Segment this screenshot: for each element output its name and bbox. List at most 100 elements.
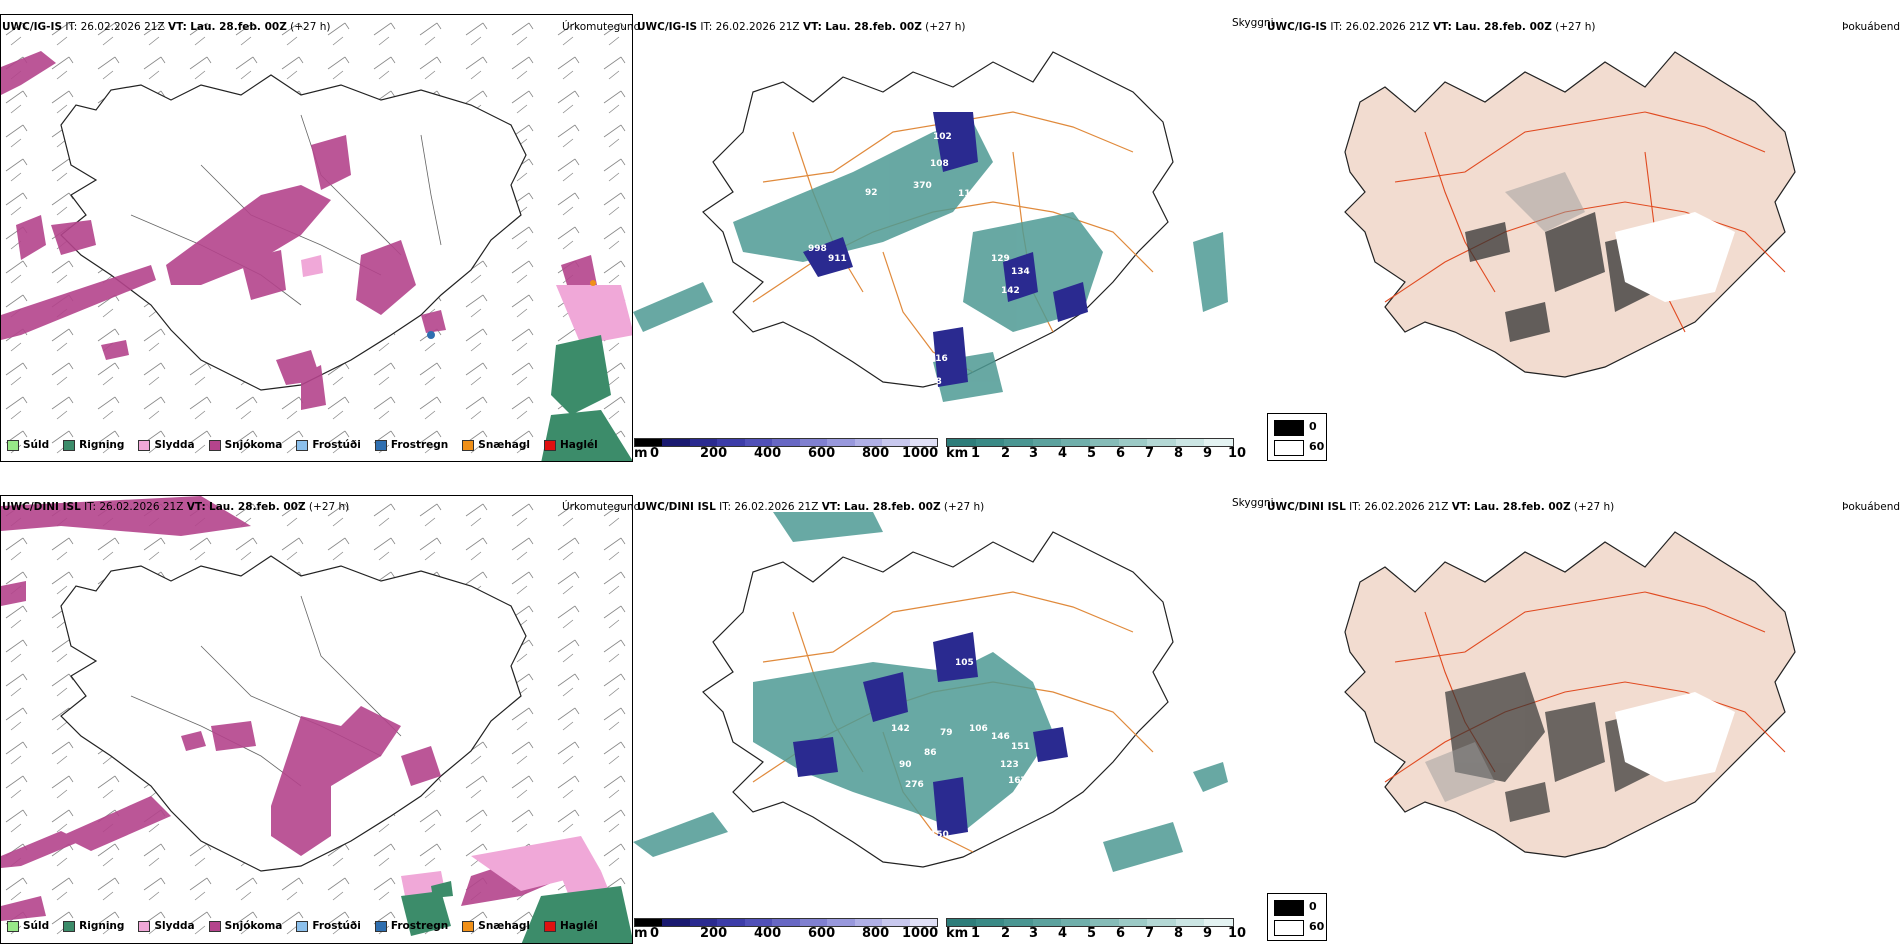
panel-header-row2-col3: UWC/DINI ISL IT: 26.02.2026 21Z VT: Lau.… <box>1267 501 1615 513</box>
vis-unit: km <box>946 446 969 461</box>
it-label: IT: <box>65 21 78 33</box>
visibility-colorbar-row2 <box>946 918 1234 927</box>
legend-item: Frostregn <box>374 439 448 451</box>
fog-map-canvas <box>1344 51 1796 378</box>
vis-label: 102 <box>933 132 952 142</box>
vis-label: 63 <box>933 872 946 882</box>
legend-label: Snjókoma <box>224 439 283 451</box>
vis-label: 911 <box>828 254 847 264</box>
vis-label: 123 <box>1000 760 1019 770</box>
legend-label: Rigning <box>79 920 125 932</box>
visibility-colorbar-row1 <box>946 438 1234 447</box>
vis-tick: 4 <box>1058 446 1068 461</box>
panel-title-fog-row2: Þokuábendi <box>1842 501 1900 513</box>
model-name: UWC/IG-IS <box>2 21 63 33</box>
vis-tick: 3 <box>1029 446 1039 461</box>
visibility-labels: 998 911 167 433 75 370 108 116 129 134 1… <box>633 32 1263 437</box>
legend-label: Haglél <box>559 439 598 451</box>
vis-label: 116 <box>929 354 948 364</box>
legend-item: Frostúði <box>296 920 361 932</box>
vis-label: 90 <box>908 842 921 852</box>
vis-label: 105 <box>955 658 974 668</box>
ceiling-tick: 400 <box>754 446 782 461</box>
legend-item: Rigning <box>63 439 124 451</box>
vis-label: 92 <box>865 188 878 198</box>
cloud-label: 0 <box>1309 420 1317 433</box>
vis-label: 167 <box>866 271 885 281</box>
vis-label: 102 <box>906 822 925 832</box>
vis-label: 75 <box>941 248 954 258</box>
legend-label: Snjókoma <box>224 920 283 932</box>
vis-tick: 5 <box>1087 446 1097 461</box>
panel-header-row2-col1: UWC/DINI ISL IT: 26.02.2026 21Z VT: Lau.… <box>2 501 350 513</box>
cloud-legend-row1: 0 60 <box>1267 413 1327 461</box>
vis-label: 142 <box>891 724 910 734</box>
vt-label: VT: <box>167 21 187 33</box>
legend-item: Snjókoma <box>208 920 283 932</box>
legend-item: Snjókoma <box>208 439 283 451</box>
vis-label: 998 <box>808 244 827 254</box>
cloud-swatch-60 <box>1274 440 1304 456</box>
legend-label: Frostúði <box>312 439 361 451</box>
vis-tick: 10 <box>1228 446 1247 461</box>
visibility-labels: 105 142 79 106 146 151 123 167 170 162 8… <box>633 512 1263 917</box>
vis-label: 116 <box>958 189 977 199</box>
panel-title-precip-row1: Úrkomutegund <box>562 21 641 33</box>
cloud-legend-row2: 0 60 <box>1267 893 1327 941</box>
legend-item: Súld <box>7 920 49 932</box>
vis-label: 146 <box>991 732 1010 742</box>
ceiling-scale-labels-row1: m 0 200 400 600 800 1000 <box>634 446 944 462</box>
precip-legend-row2: Súld Rigning Slydda Snjókoma Frostúði Fr… <box>7 920 612 932</box>
vis-label: 106 <box>969 724 988 734</box>
vis-label: 170 <box>1053 776 1072 786</box>
legend-label: Frostregn <box>390 920 449 932</box>
legend-item: Slydda <box>138 439 195 451</box>
vis-tick: 6 <box>1116 446 1126 461</box>
vis-tick: 1 <box>971 446 981 461</box>
vis-label: 151 <box>1061 334 1080 344</box>
panel-header-row1-col1: UWC/IG-IS IT: 26.02.2026 21Z VT: Lau. 28… <box>2 21 331 33</box>
legend-label: Snæhagl <box>478 439 530 451</box>
legend-item: Rigning <box>63 920 124 932</box>
ceiling-scale-labels-row2: m 0 200 400 600 800 1000 <box>634 926 939 941</box>
vis-label: 90 <box>899 760 912 770</box>
legend-label: Rigning <box>79 439 125 451</box>
vis-label: 150 <box>930 830 949 840</box>
panel-title-cloud-row1: Skyggni <box>1232 17 1274 29</box>
ceiling-tick: 600 <box>808 446 836 461</box>
precip-type-map-row2: Súld Rigning Slydda Snjókoma Frostúði Fr… <box>0 495 633 944</box>
iceland-outline <box>1344 531 1796 858</box>
panel-header-row2-col2: UWC/DINI ISL IT: 26.02.2026 21Z VT: Lau.… <box>637 501 985 513</box>
vis-label: 108 <box>905 343 924 353</box>
vis-label: 142 <box>1001 286 1020 296</box>
precip-legend-row1: Súld Rigning Slydda Snjókoma Frostúði Fr… <box>7 439 612 451</box>
cloud-swatch-0 <box>1274 420 1304 436</box>
vis-tick: 2 <box>1001 446 1011 461</box>
iceland-outline <box>60 555 527 872</box>
vis-label: 129 <box>991 254 1010 264</box>
legend-item: Súld <box>7 439 49 451</box>
lead-time: (+27 h) <box>290 21 331 33</box>
panel-title-fog-row1: Þokuábendi <box>1842 21 1900 33</box>
legend-item: Slydda <box>138 920 195 932</box>
vis-label: 151 <box>1011 742 1030 752</box>
legend-label: Slydda <box>154 920 195 932</box>
legend-item: Haglél <box>543 439 598 451</box>
vis-tick: 7 <box>1145 446 1155 461</box>
visibility-scale-labels-row1: km 1 2 3 4 5 6 7 8 9 10 <box>946 446 1246 462</box>
legend-item: Frostregn <box>374 920 449 932</box>
vis-label: 167 <box>1008 776 1027 786</box>
legend-label: Slydda <box>154 439 195 451</box>
vis-label: 276 <box>905 780 924 790</box>
ceiling-tick: 800 <box>862 446 890 461</box>
panel-title-cloud-row2: Skyggni <box>1232 497 1274 509</box>
visibility-map-canvas <box>633 51 1228 402</box>
ceiling-tick: 1000 <box>902 446 939 461</box>
vis-label: 134 <box>1011 267 1030 277</box>
visibility-map-row1: 998 911 167 433 75 370 108 116 129 134 1… <box>633 32 1263 437</box>
legend-swatch-sudd <box>7 439 19 451</box>
fog-map-row2 <box>1265 512 1900 917</box>
vt-value: Lau. 28.feb. 00Z <box>190 21 287 33</box>
ceiling-tick: 200 <box>700 446 728 461</box>
vis-label: 433 <box>891 244 910 254</box>
